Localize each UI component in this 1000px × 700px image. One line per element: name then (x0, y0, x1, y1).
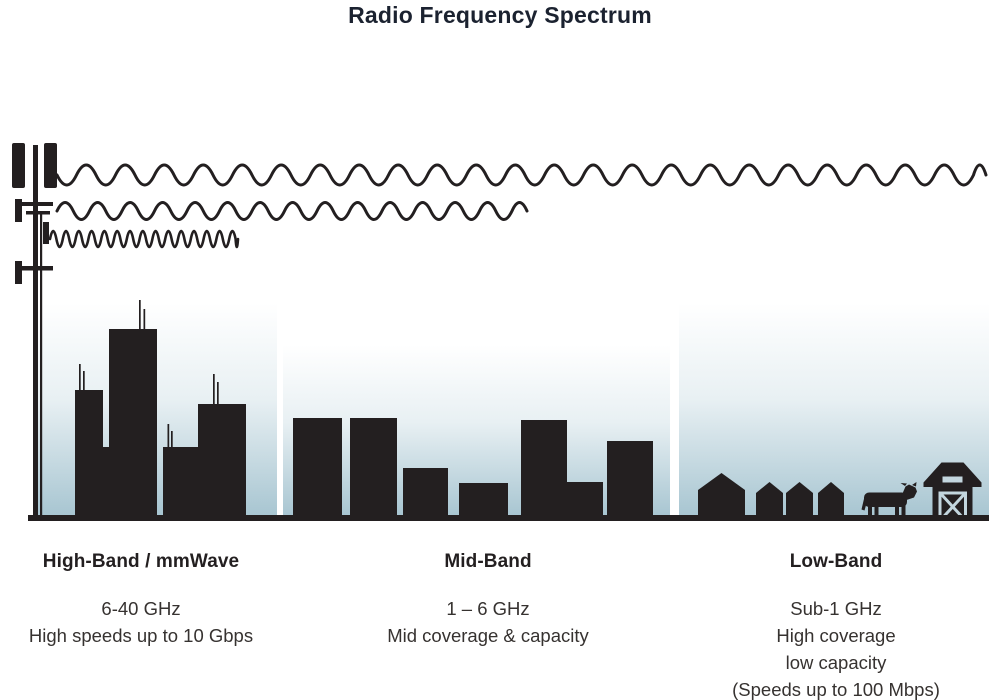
page-title: Radio Frequency Spectrum (348, 2, 652, 28)
barn-loft-window (942, 476, 963, 483)
house-icon (698, 473, 745, 519)
low-band-description-3: (Speeds up to 100 Mbps) (732, 679, 940, 700)
houses-silhouette (698, 473, 844, 519)
mid-band-wave-icon (55, 201, 529, 221)
mid-rise-buildings-silhouette (293, 418, 653, 519)
mid-band-label: Mid-Band 1 – 6 GHz Mid coverage & capaci… (358, 551, 618, 649)
low-band-wave-icon (55, 163, 988, 187)
low-band-frequency: Sub-1 GHz (790, 598, 882, 619)
high-band-frequency: 6-40 GHz (101, 598, 181, 619)
high-band-heading: High-Band / mmWave (42, 551, 240, 572)
high-band-description: High speeds up to 10 Gbps (28, 625, 254, 646)
city-skyline-silhouette (75, 300, 246, 519)
cow-icon (861, 482, 917, 518)
low-band-label: Low-Band Sub-1 GHz High coverage low cap… (706, 551, 966, 700)
low-band-description-1: High coverage (776, 625, 896, 646)
low-band-heading: Low-Band (789, 551, 883, 572)
mid-band-description: Mid coverage & capacity (387, 625, 589, 646)
ground-line (28, 515, 989, 521)
mid-band-heading: Mid-Band (444, 551, 532, 572)
barn-door (938, 491, 967, 521)
mid-band-frequency: 1 – 6 GHz (446, 598, 530, 619)
high-band-wave-icon (48, 229, 240, 249)
house-icon (818, 482, 844, 519)
barn-icon (923, 462, 982, 521)
house-icon (786, 482, 813, 519)
house-icon (756, 482, 783, 519)
high-band-label: High-Band / mmWave 6-40 GHz High speeds … (11, 551, 271, 649)
cell-tower-icon (12, 143, 57, 518)
low-band-description-2: low capacity (785, 652, 887, 673)
